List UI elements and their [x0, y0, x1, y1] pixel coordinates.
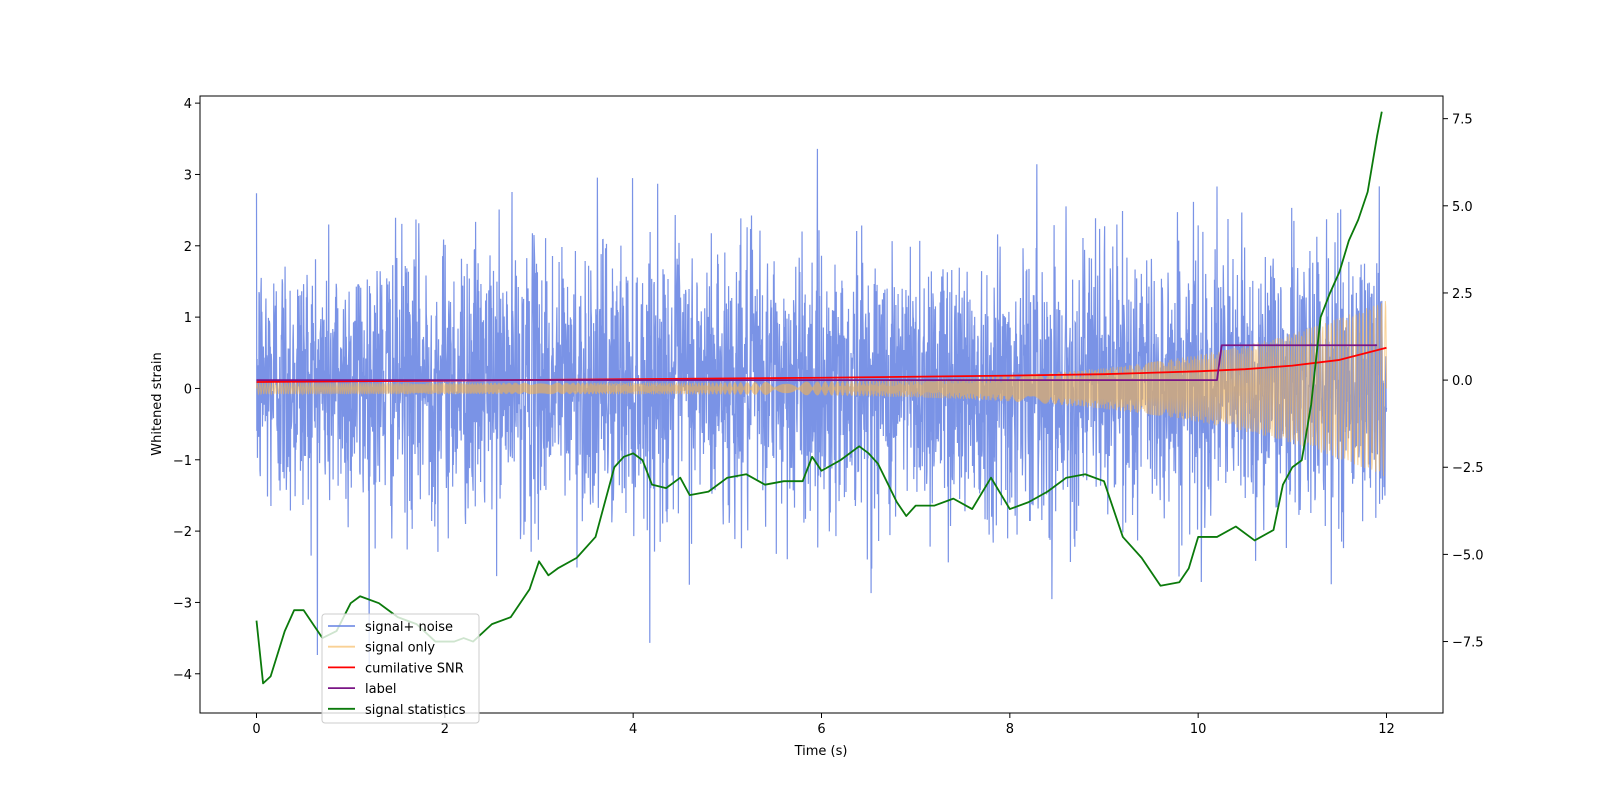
legend-box	[321, 613, 480, 724]
x-tick-label: 0	[252, 722, 260, 737]
y-tick-label: 0	[184, 382, 192, 397]
x-tick-label: 2	[441, 722, 449, 737]
y-tick-label: 4	[184, 97, 192, 112]
y2-tick-label: 0.0	[1452, 374, 1473, 389]
y2-tick-label: −5.0	[1452, 548, 1484, 563]
series-signal-only	[256, 301, 1387, 477]
x-tick-label: 12	[1378, 722, 1395, 737]
y-tick-label: 3	[184, 168, 192, 183]
y2-tick-label: 5.0	[1452, 200, 1473, 215]
x-axis: 0 2 4 6 8 10 12	[252, 713, 1395, 737]
y-axis-left: −4 −3 −2 −1 0 1 2 3 4	[173, 97, 200, 683]
plot-series-layer	[255, 111, 1388, 685]
legend-label: signal only	[365, 641, 435, 656]
legend-label: cumilative SNR	[365, 661, 464, 676]
y2-tick-label: −2.5	[1452, 461, 1484, 476]
x-tick-label: 4	[629, 722, 637, 737]
x-tick-label: 8	[1006, 722, 1014, 737]
y2-tick-label: −7.5	[1452, 636, 1484, 651]
legend-label: signal statistics	[365, 703, 466, 718]
legend-label: signal+ noise	[365, 620, 453, 635]
y-axis-right: −7.5 −5.0 −2.5 0.0 2.5 5.0 7.5	[1443, 113, 1484, 651]
legend-label: label	[365, 682, 396, 697]
y-tick-label: −3	[173, 596, 192, 611]
y2-tick-label: 2.5	[1452, 287, 1473, 302]
series-signal-noise	[255, 148, 1388, 666]
y-tick-label: −1	[173, 454, 192, 469]
y-tick-label: 2	[184, 240, 192, 255]
y2-tick-label: 7.5	[1452, 113, 1473, 128]
legend: signal+ noise signal only cumilative SNR la…	[321, 613, 480, 724]
x-axis-label: Time (s)	[794, 744, 848, 759]
x-tick-label: 10	[1190, 722, 1207, 737]
series-label	[256, 344, 1378, 381]
y-tick-label: −2	[173, 525, 192, 540]
y-tick-label: −4	[173, 668, 192, 683]
y-axis-label: Whitened strain	[150, 352, 165, 455]
y-tick-label: 1	[184, 311, 192, 326]
x-tick-label: 6	[817, 722, 825, 737]
